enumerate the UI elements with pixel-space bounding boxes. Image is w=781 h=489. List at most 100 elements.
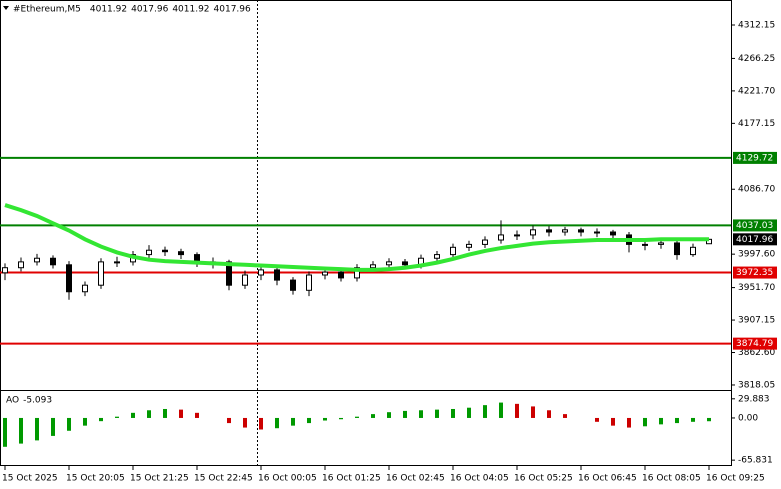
candle-body — [34, 257, 40, 263]
ao-bar — [275, 417, 279, 429]
x-tick-label: 16 Oct 01:25 — [322, 474, 381, 484]
candle-body — [386, 261, 392, 266]
ao-bar — [163, 408, 167, 418]
ao-bar — [307, 417, 311, 424]
x-tick-label: 16 Oct 08:05 — [642, 474, 701, 484]
candle-body — [594, 231, 600, 234]
candle-body — [450, 246, 456, 256]
ao-bar — [243, 417, 247, 428]
header-value: 4017.96 — [214, 5, 251, 15]
indicator-value: -5.093 — [23, 396, 52, 406]
y-tick-label: -65.831 — [738, 456, 773, 466]
candle-body — [338, 271, 344, 279]
candle-body — [610, 231, 616, 236]
ao-bar — [499, 402, 503, 418]
x-tick-label: 15 Oct 22:45 — [194, 474, 253, 484]
ao-bar — [563, 414, 567, 418]
ao-bar — [467, 407, 471, 418]
ao-bar — [355, 416, 359, 418]
x-tick-label: 15 Oct 2025 — [2, 474, 58, 484]
ao-bar — [67, 417, 71, 431]
candle-body — [546, 229, 552, 233]
ao-bar — [3, 417, 7, 447]
candle-body — [66, 264, 72, 293]
ao-bar — [515, 403, 519, 418]
candle-body — [226, 261, 232, 286]
y-tick-label: 4312.15 — [738, 20, 775, 30]
candle-body — [98, 261, 104, 286]
ao-bar — [259, 417, 263, 430]
header-value: 4011.92 — [172, 5, 209, 15]
x-tick-label: 16 Oct 02:45 — [386, 474, 445, 484]
y-tick-label: 4266.25 — [738, 54, 775, 64]
candle-body — [482, 239, 488, 245]
ao-bar — [595, 417, 599, 422]
level-tag — [733, 151, 777, 164]
ao-bar — [547, 410, 551, 418]
ao-bar — [83, 417, 87, 426]
candle-body — [562, 229, 568, 233]
y-tick-label: 0.00 — [738, 413, 758, 423]
candle-body — [514, 234, 520, 237]
ao-bar — [323, 417, 327, 421]
last-price-label: 4017.96 — [736, 235, 773, 245]
level-label: 3972.35 — [736, 268, 773, 278]
ao-bar — [115, 416, 119, 418]
candle-body — [530, 229, 536, 236]
x-tick-label: 16 Oct 06:45 — [578, 474, 637, 484]
ao-bar — [99, 417, 103, 422]
candle-body — [690, 246, 696, 256]
candle-body — [146, 249, 152, 256]
candle-body — [322, 271, 328, 276]
ao-bar — [627, 417, 631, 428]
header-value: 4011.92 — [90, 5, 127, 15]
header-value: 4017.96 — [131, 5, 168, 15]
y-tick-label: 4177.15 — [738, 119, 775, 129]
ao-bar — [35, 417, 39, 441]
y-tick-label: 3862.60 — [738, 348, 775, 358]
x-tick-label: 15 Oct 21:25 — [130, 474, 189, 484]
candle-body — [242, 274, 248, 286]
ao-bar — [371, 414, 375, 418]
x-tick-label: 16 Oct 00:05 — [258, 474, 317, 484]
ao-bar — [707, 417, 711, 422]
candle-body — [674, 242, 680, 256]
candle-body — [354, 267, 360, 279]
level-label: 4037.03 — [736, 221, 773, 231]
candle-body — [18, 261, 24, 269]
candle-body — [258, 269, 264, 276]
ao-bar — [227, 417, 231, 424]
candle-body — [306, 274, 312, 291]
ao-bar — [179, 409, 183, 418]
ao-bar — [51, 417, 55, 436]
ao-bar — [195, 412, 199, 418]
y-tick-label: 4221.70 — [738, 86, 775, 96]
y-tick-label: 29.883 — [738, 394, 770, 404]
level-tag — [733, 337, 777, 350]
candle-body — [178, 251, 184, 256]
level-tag — [733, 266, 777, 279]
ao-bar — [19, 417, 23, 444]
x-tick-label: 16 Oct 09:25 — [706, 474, 765, 484]
moving-average — [4, 203, 709, 272]
ao-bar — [387, 412, 391, 418]
candle-body — [370, 264, 376, 269]
ao-bar — [611, 417, 615, 426]
candle-body — [290, 279, 296, 291]
plot-frame — [0, 0, 732, 466]
ao-bar — [675, 417, 679, 424]
candle-body — [402, 261, 408, 266]
candle-body — [658, 242, 664, 245]
candle-body — [498, 234, 504, 241]
menu-arrow — [3, 6, 9, 10]
candle-body — [162, 249, 168, 253]
y-tick-label: 3951.70 — [738, 283, 775, 293]
candle-body — [274, 269, 280, 281]
ao-bar — [451, 408, 455, 418]
candle-body — [114, 261, 120, 264]
y-tick-label: 3997.60 — [738, 250, 775, 260]
ao-bar — [147, 410, 151, 418]
level-label: 3874.79 — [736, 339, 773, 349]
